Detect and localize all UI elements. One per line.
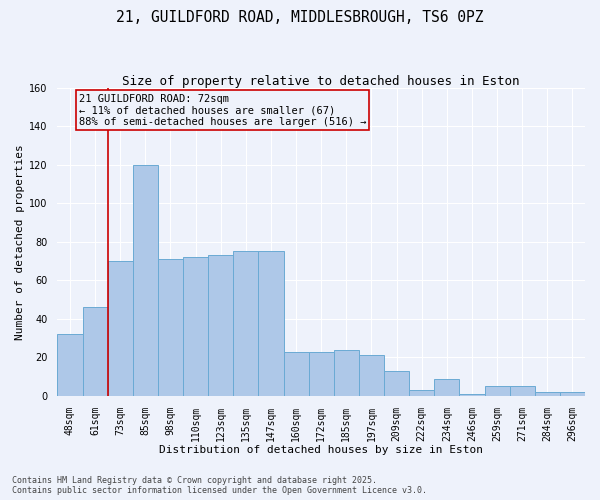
Bar — [284, 352, 308, 396]
Text: Contains HM Land Registry data © Crown copyright and database right 2025.
Contai: Contains HM Land Registry data © Crown c… — [12, 476, 427, 495]
Text: 21 GUILDFORD ROAD: 72sqm
← 11% of detached houses are smaller (67)
88% of semi-d: 21 GUILDFORD ROAD: 72sqm ← 11% of detach… — [79, 94, 366, 127]
Title: Size of property relative to detached houses in Eston: Size of property relative to detached ho… — [122, 75, 520, 88]
X-axis label: Distribution of detached houses by size in Eston: Distribution of detached houses by size … — [159, 445, 483, 455]
Bar — [359, 356, 384, 396]
Bar — [183, 257, 208, 396]
Text: 21, GUILDFORD ROAD, MIDDLESBROUGH, TS6 0PZ: 21, GUILDFORD ROAD, MIDDLESBROUGH, TS6 0… — [116, 10, 484, 25]
Bar — [259, 252, 284, 396]
Bar — [83, 308, 107, 396]
Bar — [233, 252, 259, 396]
Bar — [460, 394, 485, 396]
Bar — [308, 352, 334, 396]
Bar — [133, 165, 158, 396]
Bar — [107, 261, 133, 396]
Bar — [158, 259, 183, 396]
Bar — [485, 386, 509, 396]
Bar — [560, 392, 585, 396]
Y-axis label: Number of detached properties: Number of detached properties — [15, 144, 25, 340]
Bar — [384, 371, 409, 396]
Bar — [409, 390, 434, 396]
Bar — [58, 334, 83, 396]
Bar — [535, 392, 560, 396]
Bar — [509, 386, 535, 396]
Bar — [434, 378, 460, 396]
Bar — [208, 256, 233, 396]
Bar — [334, 350, 359, 396]
